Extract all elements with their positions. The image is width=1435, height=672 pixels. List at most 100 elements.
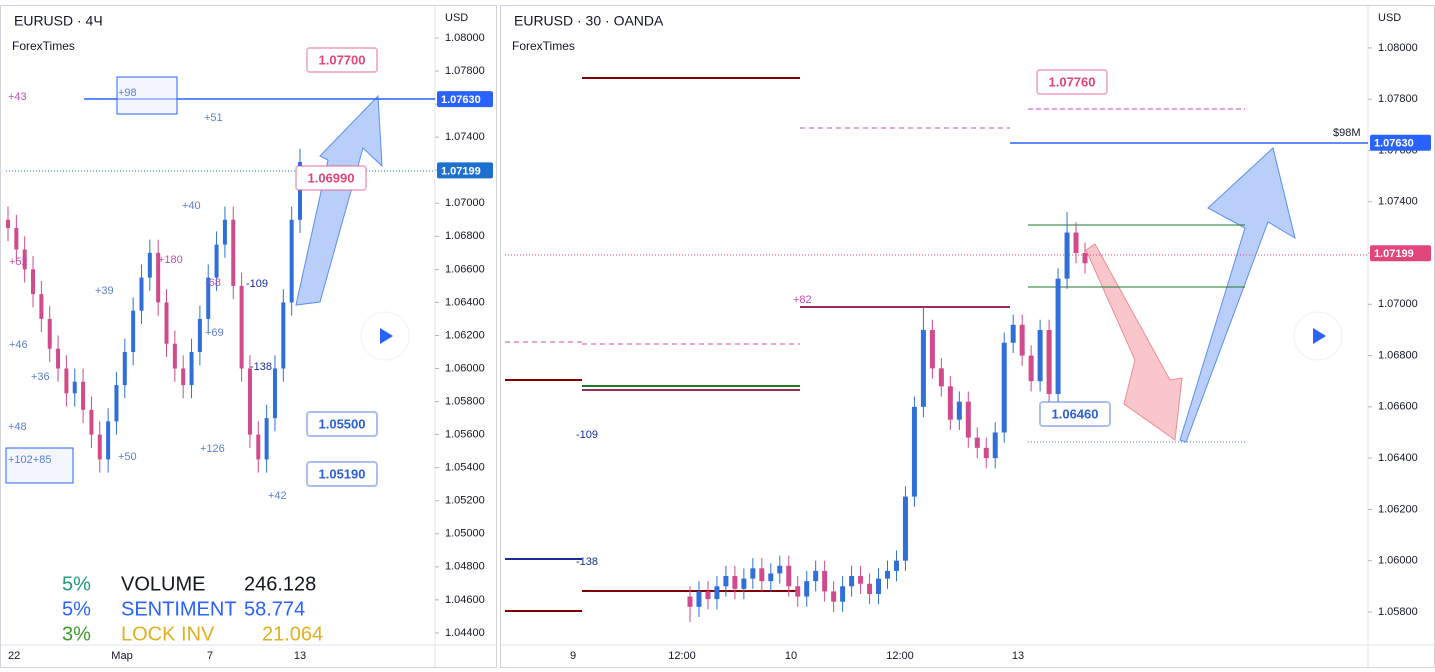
annotation-label: 1.05500 [319, 416, 366, 431]
price-tag-label: 1.07199 [1374, 248, 1414, 260]
marker-label: -109 [576, 429, 598, 441]
y-tick-label: 1.05400 [445, 462, 485, 474]
stat-label: SENTIMENT [121, 598, 237, 620]
candle-body [222, 219, 227, 245]
marker-label: -109 [246, 278, 268, 290]
candle-body [983, 447, 989, 459]
candle-body [272, 368, 277, 419]
y-tick-label: 1.07800 [1378, 93, 1418, 105]
currency: USD [1378, 12, 1401, 24]
candle-body [31, 269, 36, 295]
x-tick-label: 7 [207, 650, 213, 662]
candle-body [876, 578, 882, 594]
zone-box [5, 447, 74, 484]
symbol: EURUSD · 4Ч [14, 13, 103, 29]
y-tick-label: 1.06400 [1378, 452, 1418, 464]
candle-body [1001, 342, 1007, 433]
stat-percent: 5% [62, 573, 91, 595]
y-tick-label: 1.06000 [1378, 555, 1418, 567]
up-arrow [295, 94, 383, 306]
candle-body [741, 578, 747, 589]
candle-body [1046, 329, 1052, 395]
y-tick-label: 1.08000 [1378, 42, 1418, 54]
candle-body [750, 568, 756, 579]
candle-body [759, 568, 765, 582]
candle-body [777, 565, 783, 574]
candle-body [189, 351, 194, 386]
candle-body [813, 570, 819, 582]
candle-body [172, 343, 177, 369]
price-tag [437, 91, 493, 108]
annotation-box [1039, 401, 1111, 427]
candle-body [1010, 324, 1016, 343]
candle-body [831, 591, 837, 602]
marker-label: +126 [200, 443, 225, 455]
candle-body [911, 406, 917, 497]
annotation-label: 1.06460 [1052, 406, 1099, 421]
stat-value: 58.774 [244, 598, 305, 620]
candle-body [849, 576, 855, 587]
candle-body [1082, 253, 1088, 264]
marker-label: +180 [158, 254, 183, 266]
candle-body [97, 434, 102, 460]
candle-body [256, 434, 261, 460]
candle-body [867, 583, 873, 594]
candle-body [197, 318, 202, 352]
annotation-box [306, 411, 378, 437]
candle-body [938, 368, 944, 387]
marker-label: +82 [793, 294, 812, 306]
y-tick-label: 1.07400 [1378, 196, 1418, 208]
marker-label: +39 [95, 285, 114, 297]
candle-body [231, 219, 236, 286]
annotation-label: 1.05190 [319, 466, 366, 481]
price-tag [1370, 245, 1431, 262]
x-tick-label: 12:00 [668, 650, 696, 662]
marker-label: -68 [205, 277, 221, 289]
annotation-box [1036, 69, 1108, 95]
left-panel [0, 5, 497, 668]
candle-body [705, 591, 711, 600]
y-tick-label: 1.05600 [445, 429, 485, 441]
play-icon [380, 328, 393, 344]
annotation-label: 1.06990 [308, 170, 355, 185]
candle-body [714, 586, 720, 600]
candle-body [56, 348, 61, 369]
candle-body [1055, 278, 1061, 395]
stat-percent: 5% [62, 598, 91, 620]
stat-percent: 3% [62, 623, 91, 645]
marker-label: +36 [31, 371, 50, 383]
candle-body [920, 329, 926, 407]
x-tick-label: 22 [8, 650, 20, 662]
candle-body [298, 161, 302, 220]
candle-body [956, 401, 962, 420]
marker-label: +40 [182, 200, 201, 212]
play-icon [1313, 328, 1326, 344]
marker-label: +46 [9, 339, 28, 351]
y-tick-label: 1.05000 [445, 528, 485, 540]
y-tick-label: 1.06200 [445, 329, 485, 341]
y-tick-label: 1.06600 [445, 263, 485, 275]
stat-value: 246.128 [244, 573, 316, 595]
candle-body [1073, 232, 1079, 254]
annotation-box [295, 165, 367, 191]
candle-body [858, 576, 864, 584]
y-tick-label: 1.05200 [445, 495, 485, 507]
x-tick-label: 12:00 [886, 650, 914, 662]
y-tick-label: 1.05800 [1378, 606, 1418, 618]
candle-body [239, 285, 244, 369]
candle-body [723, 576, 729, 587]
y-tick-label: 1.08000 [445, 32, 485, 44]
candle-body [795, 586, 801, 597]
y-tick-label: 1.06000 [445, 362, 485, 374]
y-tick-label: 1.04400 [445, 627, 485, 639]
annotation-label: 1.07700 [319, 52, 366, 67]
price-tag [1370, 134, 1431, 151]
candle-body [122, 351, 127, 386]
y-tick-label: 1.07400 [445, 131, 485, 143]
candle-body [81, 381, 86, 410]
marker-label: +52 [9, 256, 28, 268]
candle-body [14, 228, 19, 250]
marker-label: +102+85 [8, 454, 51, 466]
